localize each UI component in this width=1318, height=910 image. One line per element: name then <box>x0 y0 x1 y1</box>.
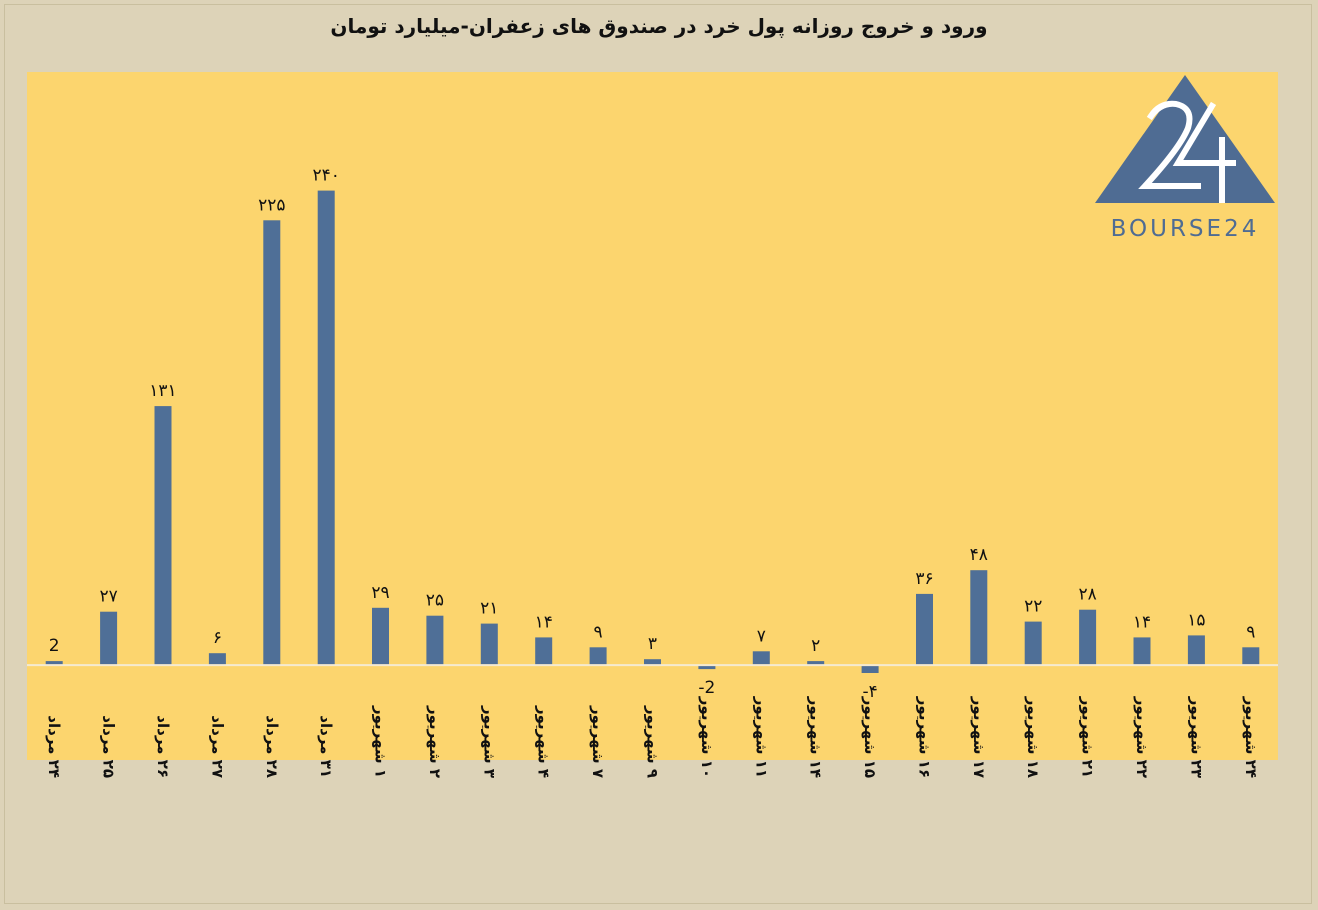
bar-22 <box>1242 647 1260 666</box>
data-label-22: ۹ <box>1246 622 1255 642</box>
bar-16 <box>916 593 933 666</box>
x-tick-label-1: ۲۵ مرداد <box>100 715 118 778</box>
data-label-19: ۲۸ <box>1078 585 1096 605</box>
bar-2 <box>154 406 172 666</box>
bar-19 <box>1079 609 1097 666</box>
data-label-20: ۱۴ <box>1133 612 1151 632</box>
bar-6 <box>372 607 389 666</box>
bar-21 <box>1187 635 1205 666</box>
bar-14 <box>807 661 825 666</box>
x-tick-label-12: ۱۰ شهریور <box>698 696 716 778</box>
bar-13 <box>752 651 770 666</box>
bourse24-logo: BOURSE24 <box>1095 75 1275 242</box>
data-label-12: -2 <box>698 678 715 698</box>
x-tick-label-9: ۴ شهریور <box>535 705 553 778</box>
bar-10 <box>589 647 607 666</box>
data-label-13: ۷ <box>757 626 766 646</box>
data-label-10: ۹ <box>594 622 603 642</box>
x-tick-label-15: ۱۵ شهریور <box>861 696 879 778</box>
data-label-18: ۲۲ <box>1024 597 1042 617</box>
x-tick-label-2: ۲۶ مرداد <box>154 715 172 778</box>
data-label-0: 2 <box>49 636 60 656</box>
x-tick-label-6: ۱ شهریور <box>372 705 390 778</box>
bar-5 <box>317 190 335 666</box>
data-label-14: ۲ <box>811 636 820 656</box>
bar-3 <box>208 653 226 666</box>
data-label-11: ۳ <box>648 634 657 654</box>
bar-12 <box>698 665 716 670</box>
data-label-15: -۴ <box>862 682 877 702</box>
chart-frame <box>4 4 1312 904</box>
x-tick-label-3: ۲۷ مرداد <box>208 715 226 778</box>
x-tick-label-18: ۱۸ شهریور <box>1024 696 1042 778</box>
x-tick-label-4: ۲۸ مرداد <box>263 715 281 778</box>
x-tick-labels-layer: ۲۴ مرداد ۲۵ مرداد ۲۶ مرداد ۲۷ مرداد ۲۸ مرداد… <box>45 696 1260 778</box>
x-tick-label-13: ۱۱ شهریور <box>752 696 770 778</box>
x-tick-label-19: ۲۱ شهریور <box>1079 696 1097 778</box>
bar-20 <box>1133 637 1151 666</box>
data-label-7: ۲۵ <box>426 591 444 611</box>
bar-9 <box>535 637 553 666</box>
data-label-6: ۲۹ <box>371 583 389 603</box>
bar-17 <box>970 570 988 666</box>
bars-layer <box>45 190 1260 673</box>
x-tick-label-0: ۲۴ مرداد <box>45 715 63 778</box>
logo-text: BOURSE24 <box>1111 216 1260 242</box>
chart-title: ورود و خروج روزانه پول خرد در صندوق های … <box>330 14 988 38</box>
logo-24-mark-icon <box>1138 100 1236 203</box>
bar-1 <box>100 611 118 666</box>
x-tick-label-5: ۳۱ مرداد <box>317 715 335 778</box>
data-label-3: ۶ <box>213 628 222 648</box>
x-tick-label-10: ۷ شهریور <box>589 705 607 778</box>
bar-4 <box>263 220 281 666</box>
data-label-8: ۲۱ <box>480 599 498 619</box>
bar-15 <box>861 665 879 673</box>
data-label-9: ۱۴ <box>535 612 553 632</box>
x-tick-label-7: ۲ شهریور <box>426 705 444 778</box>
data-label-4: ۲۲۵ <box>258 195 285 215</box>
data-label-5: ۲۴۰ <box>312 166 339 186</box>
data-label-2: ۱۳۱ <box>149 381 176 401</box>
data-label-1: ۲۷ <box>99 587 117 607</box>
data-label-16: ۳۶ <box>915 569 933 589</box>
bar-7 <box>426 615 444 666</box>
plot-area <box>27 72 1278 760</box>
data-label-17: ۴۸ <box>970 545 988 565</box>
x-tick-label-14: ۱۴ شهریور <box>807 696 825 778</box>
x-tick-label-17: ۱۷ شهریور <box>970 696 988 778</box>
x-tick-label-22: ۲۴ شهریور <box>1242 696 1260 778</box>
x-tick-label-21: ۲۳ شهریور <box>1187 696 1205 778</box>
bar-11 <box>644 659 661 666</box>
x-tick-label-16: ۱۶ شهریور <box>916 696 934 778</box>
bar-18 <box>1024 621 1042 666</box>
x-tick-label-8: ۳ شهریور <box>480 705 498 778</box>
bar-0 <box>45 661 63 666</box>
value-labels-layer: 2 ۲۷ ۱۳۱ ۶ ۲۲۵ ۲۴۰ ۲۹ ۲۵ ۲۱ ۱۴ ۹ ۳ -2 ۷ ۲ -۴ ۳۶ ۴۸ ۲۲ ۲۸ ۱۴ ۱… <box>49 166 1256 702</box>
x-tick-label-11: ۹ شهریور <box>644 705 662 778</box>
bar-8 <box>480 623 498 666</box>
data-label-21: ۱۵ <box>1187 610 1205 630</box>
x-tick-label-20: ۲۲ شهریور <box>1133 696 1151 778</box>
